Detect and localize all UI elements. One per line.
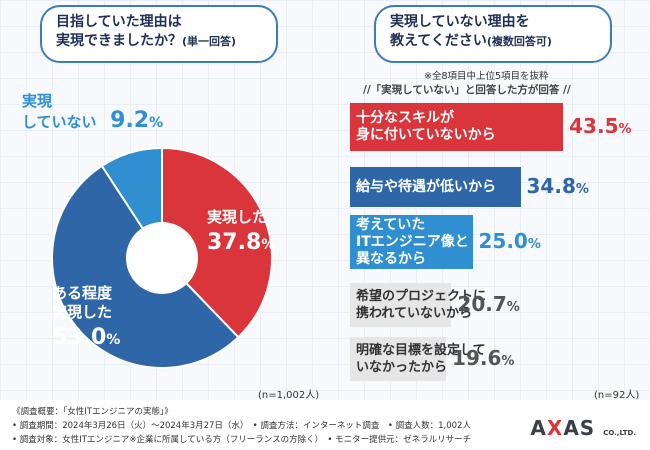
pie-chart bbox=[51, 146, 273, 369]
left-question-line2: 実現できましたか？ bbox=[56, 33, 182, 49]
right-note-1: ※全8項目中上位5項目を抜粋 bbox=[424, 71, 549, 82]
footer-line1: 《調査概要：「女性ITエンジニアの実態」》 bbox=[12, 407, 173, 417]
pie-center-hole bbox=[126, 222, 198, 294]
bar-0: 十分なスキルが 身に付いていないから bbox=[350, 103, 564, 151]
pie-label-somewhat-line1: ある程度 bbox=[52, 284, 113, 302]
pie-label-realized: 実現した 37.8% bbox=[207, 208, 275, 255]
bar-label-4-0: 明確な目標を設定して bbox=[356, 343, 486, 358]
pie-value-not-realized-num: 9.2 bbox=[110, 108, 150, 133]
right-question-box: 実現していない理由を 教えてください(複数回答可) bbox=[374, 5, 612, 63]
bar-value-1: 34.8% bbox=[526, 174, 589, 198]
pie-label-not-realized-line2: していない bbox=[22, 113, 97, 131]
footer-line2: • 調査期間：2024年3月26日（火）〜2024年3月27日（水） • 調査方… bbox=[12, 421, 471, 431]
pie-label-somewhat-line2: 実現した bbox=[52, 303, 113, 321]
bar-label-4-1: いなかったから bbox=[356, 360, 448, 375]
bar-value-4: 19.6% bbox=[452, 346, 515, 370]
bar-label-0-0: 十分なスキルが bbox=[356, 110, 454, 126]
pie-label-somewhat: ある程度 実現した 53.0% bbox=[52, 284, 120, 350]
company-logo: AXAS CO.,LTD. bbox=[530, 416, 636, 440]
pie-label-not-realized-line1: 実現 bbox=[22, 92, 53, 110]
left-question-line1: 目指していた理由は bbox=[56, 14, 182, 30]
left-question-box: 目指していた理由は 実現できましたか？(単一回答) bbox=[40, 5, 278, 63]
bar-3: 希望のプロジェクトに 携われていないから bbox=[350, 283, 487, 327]
pie-label-not-realized: 実現 していない 9.2% bbox=[22, 92, 163, 133]
bar-4: 明確な目標を設定して いなかったから bbox=[350, 337, 486, 381]
pie-slice-0 bbox=[161, 146, 273, 339]
right-question-suffix: (複数回答可) bbox=[486, 35, 552, 48]
right-question-line1: 実現していない理由を bbox=[390, 14, 530, 30]
bar-label-3-0: 希望のプロジェクトに bbox=[356, 289, 487, 304]
bar-value-2: 25.0% bbox=[478, 229, 541, 253]
pie-value-somewhat-num: 53.0 bbox=[52, 325, 107, 350]
footer-line3: • 調査対象：女性ITエンジニア※企業に所属している方（フリーランスの方除く） … bbox=[12, 435, 472, 445]
pie-value-not-realized: 9.2% bbox=[110, 108, 164, 133]
bar-label-2-1: ITエンジニア像と bbox=[356, 233, 469, 250]
bar-2: 考えていた ITエンジニア像と 異なるから bbox=[350, 215, 473, 269]
bar-label-3-1: 携われていないから bbox=[356, 306, 472, 321]
pie-value-realized-num: 37.8 bbox=[207, 230, 262, 255]
left-question-suffix: (単一回答) bbox=[182, 35, 237, 48]
right-n-label: (n=92人) bbox=[594, 390, 640, 401]
bar-label-1-0: 給与や待遇が低いから bbox=[356, 178, 496, 195]
pie-label-realized-text: 実現した bbox=[207, 208, 268, 226]
right-question-line2: 教えてください bbox=[390, 33, 487, 49]
right-note-2: //「実現していない」と回答した方が回答 // bbox=[363, 84, 571, 96]
bar-value-0: 43.5% bbox=[569, 114, 632, 138]
bar-value-3: 20.7% bbox=[457, 292, 520, 316]
pie-value-realized: 37.8% bbox=[207, 230, 276, 255]
bar-label-0-1: 身に付いていないから bbox=[356, 127, 496, 143]
left-n-label: (n=1,002人) bbox=[258, 390, 320, 401]
bar-label-2-0: 考えていた bbox=[356, 216, 426, 233]
pie-value-somewhat: 53.0% bbox=[52, 325, 121, 350]
bar-label-2-2: 異なるから bbox=[356, 250, 426, 267]
bar-1: 給与や待遇が低いから bbox=[350, 167, 521, 207]
